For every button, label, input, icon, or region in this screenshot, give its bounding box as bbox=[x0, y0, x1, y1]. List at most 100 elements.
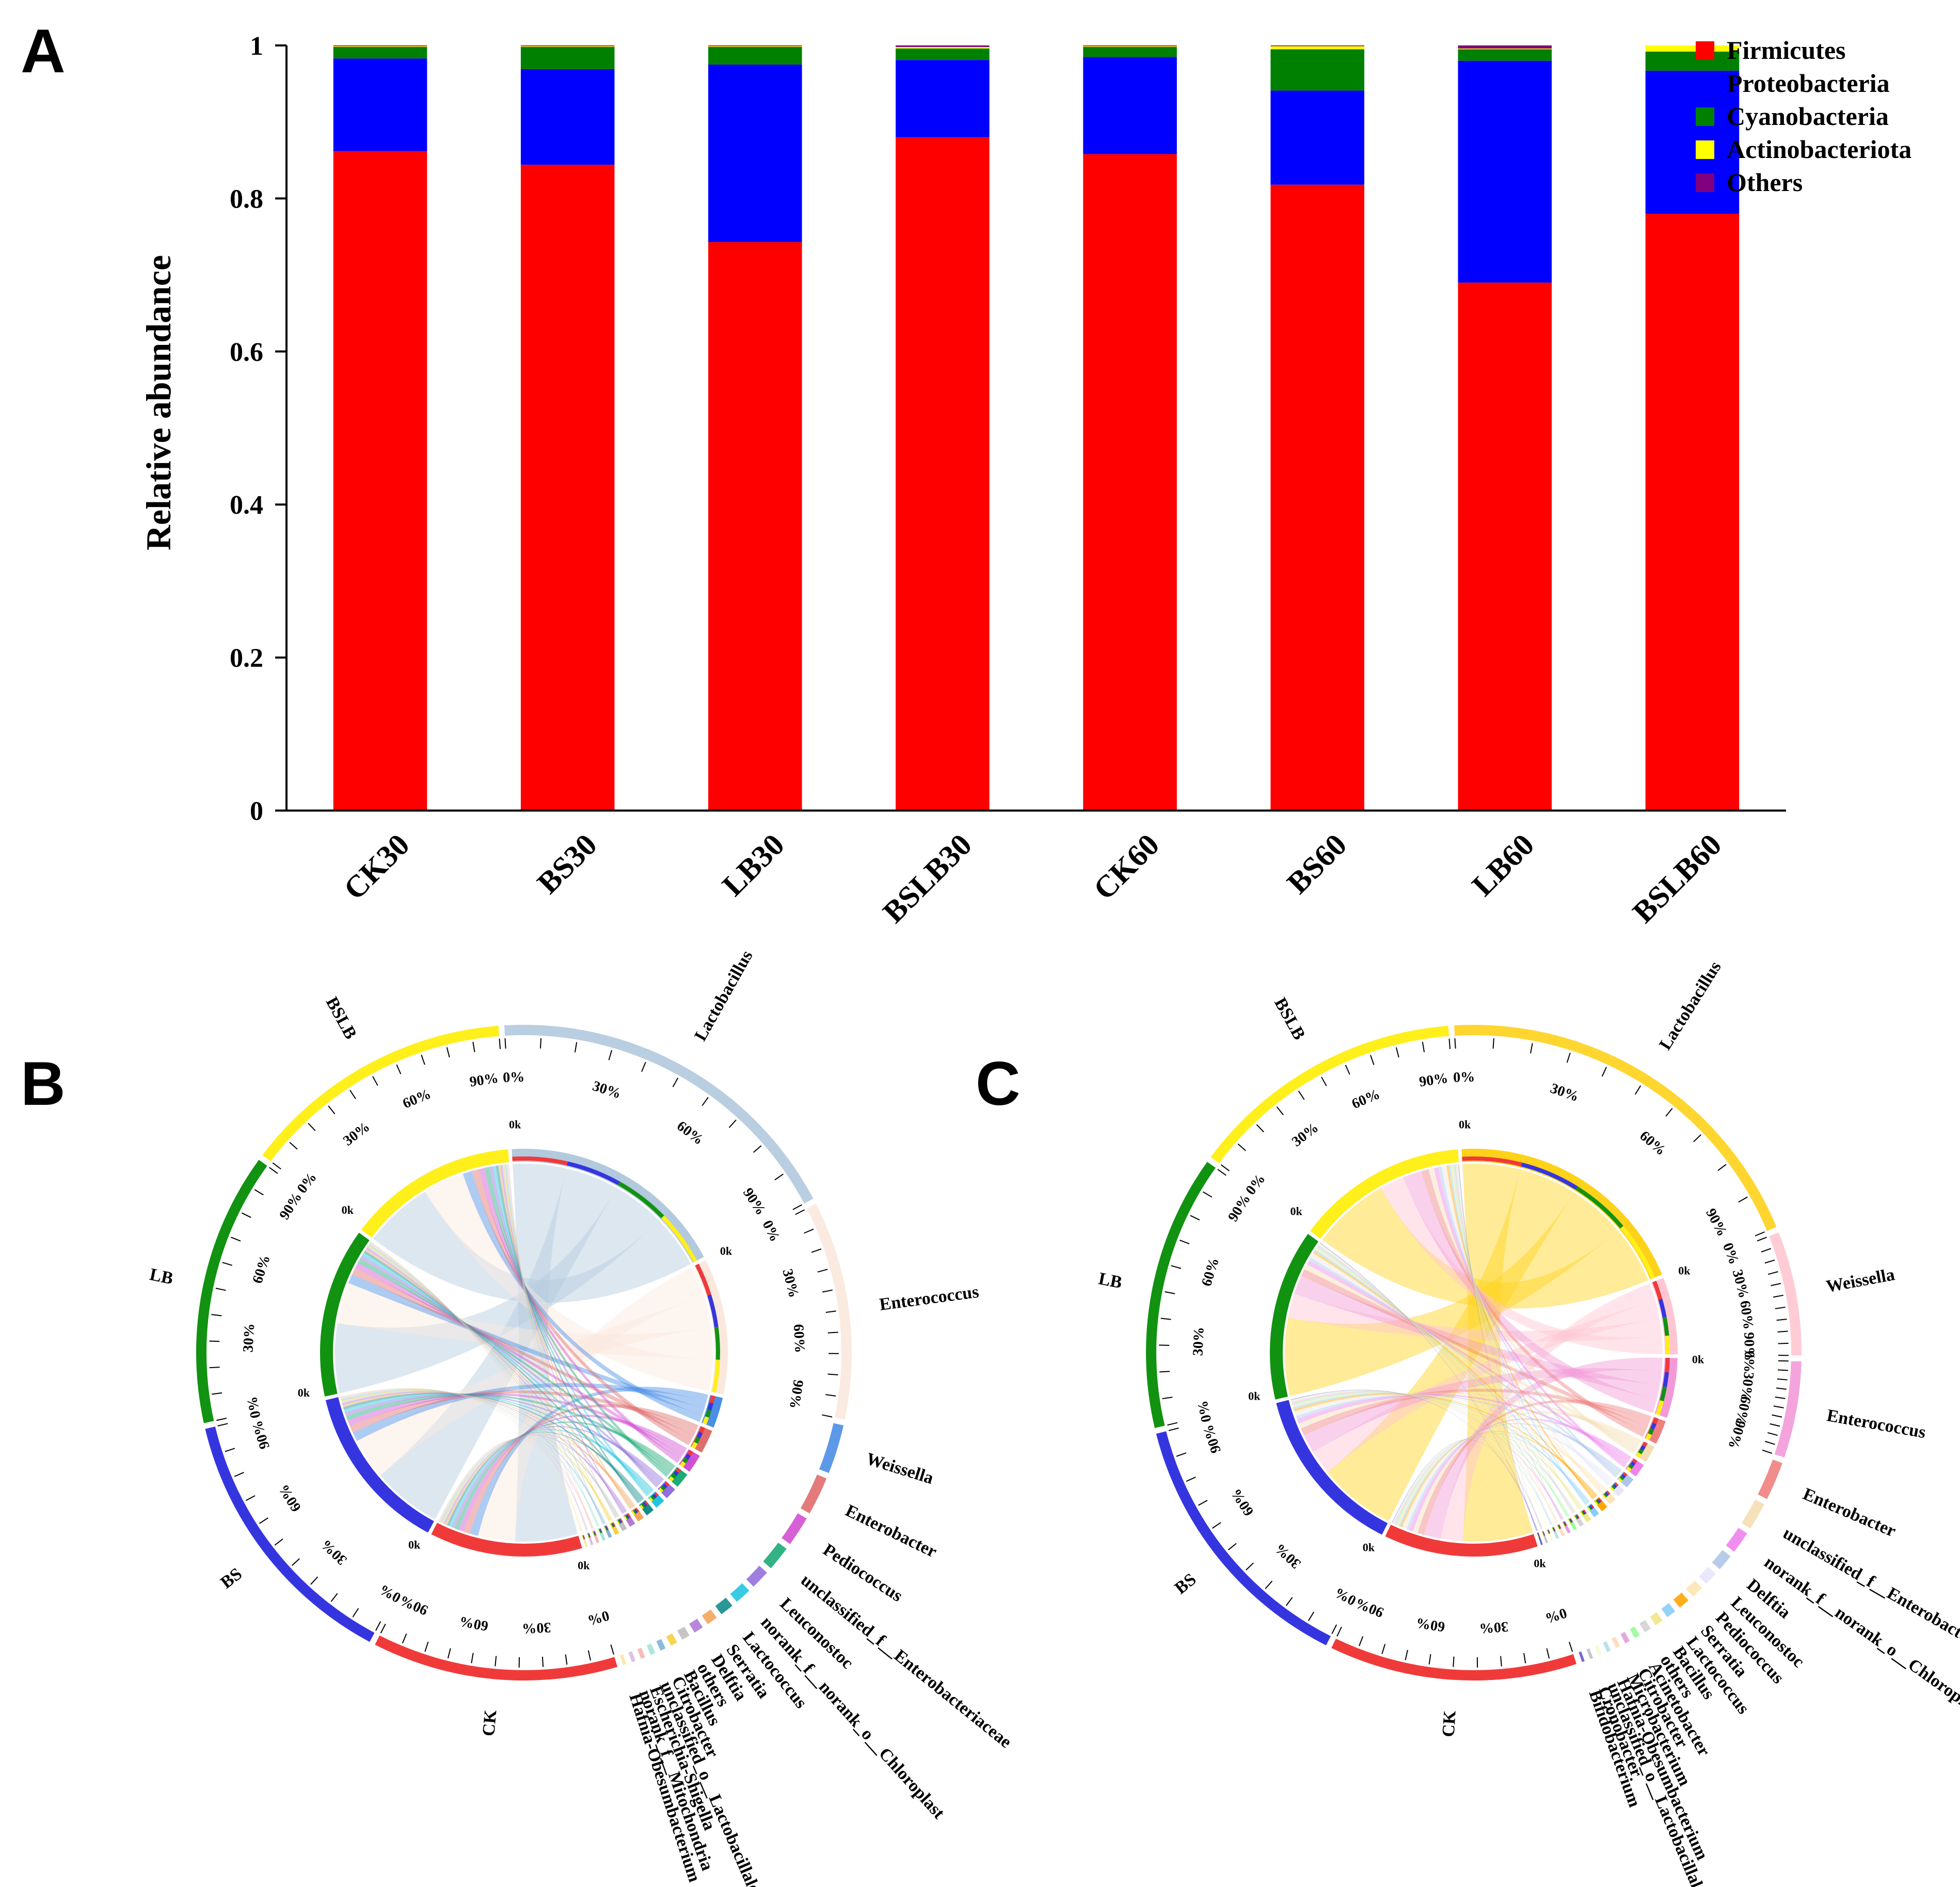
percent-tick-mark bbox=[211, 1314, 222, 1317]
chord-ribbon-enterobacter bbox=[1417, 1400, 1652, 1535]
segment-arc-unclassified_f__enterobacteriaceae bbox=[667, 1467, 688, 1487]
percent-tick-mark bbox=[753, 1145, 762, 1153]
taxon-sample-stripe bbox=[1655, 1400, 1664, 1416]
taxon-sample-stripe bbox=[616, 1520, 620, 1525]
percent-tick-mark bbox=[1190, 1215, 1200, 1220]
percent-tick-label: 0% bbox=[1719, 1241, 1742, 1266]
x-axis-ticks: CK30 BS30 LB30 BSLB30 CK60 BS60 LB60 BSLB60 bbox=[337, 828, 1728, 930]
taxon-sample-stripe bbox=[675, 1467, 681, 1473]
taxon-sample-stripe bbox=[641, 1503, 646, 1508]
taxon-sample-stripe bbox=[619, 1518, 623, 1523]
percent-tick-mark bbox=[1395, 1047, 1399, 1058]
bar-others-bs30 bbox=[520, 45, 615, 46]
y-tick-label: 1 bbox=[250, 31, 263, 61]
taxon-sample-stripe bbox=[691, 1441, 698, 1449]
chord-ribbon-lactobacillus bbox=[513, 1164, 578, 1542]
taxon-sample-stripe bbox=[644, 1501, 649, 1505]
sample-label-ck: CK bbox=[1439, 1710, 1459, 1738]
bar-firmicutes-lb60 bbox=[1458, 282, 1552, 811]
taxon-sample-stripe bbox=[1557, 1525, 1560, 1529]
percent-tick-mark bbox=[608, 1050, 613, 1060]
percent-tick-mark bbox=[1198, 1500, 1208, 1506]
percent-tick-mark bbox=[1370, 1055, 1375, 1065]
bar-proteobacteria-bs30 bbox=[520, 69, 615, 165]
outer-ring-lactobacillus bbox=[504, 1025, 814, 1204]
bar-cyanobacteria-ck60 bbox=[1083, 46, 1177, 57]
chord-ribbon-lactobacillus bbox=[334, 1187, 659, 1393]
taxon-sample-stripe bbox=[1635, 1452, 1642, 1458]
zero-k-label: 0k bbox=[1534, 1557, 1546, 1570]
percent-tick-label: 60% bbox=[1415, 1614, 1446, 1635]
outer-ring-others bbox=[677, 1626, 690, 1640]
legend-label: Firmicutes bbox=[1727, 36, 1845, 65]
chord-ribbon-norank_f__norank_o__chloroplast bbox=[344, 1393, 652, 1494]
taxon-sample-stripe bbox=[1665, 1357, 1670, 1373]
panel-label-c: C bbox=[976, 1049, 1021, 1118]
zero-k-label: 0k bbox=[578, 1559, 590, 1572]
x-tick-label: CK60 bbox=[1087, 828, 1166, 907]
bar-proteobacteria-bs60 bbox=[1270, 90, 1364, 185]
percent-tick-mark bbox=[1757, 1236, 1767, 1242]
percent-tick-mark bbox=[1523, 1653, 1526, 1663]
legend-swatch-actinobacteriota bbox=[1696, 140, 1714, 159]
sample-label-bslb: BSLB bbox=[1270, 994, 1309, 1043]
bar-cyanobacteria-lb60 bbox=[1458, 49, 1552, 61]
outer-ring-lactococcus bbox=[715, 1597, 732, 1614]
chord-ribbons bbox=[1285, 1164, 1663, 1542]
chord-ribbon-hafnia-obesumbacterium bbox=[1393, 1438, 1553, 1525]
chord-ribbon-lactobacillus bbox=[1285, 1192, 1618, 1397]
taxon-sample-stripe bbox=[594, 1531, 597, 1535]
outer-ring-hafnia-obesumbacterium bbox=[1603, 1641, 1611, 1653]
bar-proteobacteria-ck60 bbox=[1083, 57, 1177, 154]
outer-ring-unclassified_o__lactobacillales bbox=[646, 1643, 656, 1655]
taxon-sample-stripe bbox=[684, 1453, 691, 1460]
bar-cyanobacteria-bs60 bbox=[1270, 49, 1364, 91]
percent-tick-mark bbox=[289, 1141, 298, 1150]
outer-ring-escherichia-shigella bbox=[637, 1647, 645, 1659]
percent-tick-label: 90% bbox=[249, 1419, 273, 1451]
outer-ring-ck bbox=[375, 1635, 618, 1680]
taxon-sample-stripe bbox=[1613, 1483, 1617, 1488]
outer-ring-enterobacter bbox=[1758, 1460, 1782, 1499]
zero-k-label: 0k bbox=[1678, 1264, 1691, 1277]
legend-label: Proteobacteria bbox=[1727, 69, 1890, 98]
taxon-sample-stripe bbox=[1538, 1533, 1540, 1537]
percent-tick-mark bbox=[1775, 1306, 1786, 1309]
bar-chart-panel: A Relative abundance 0 0.2 0.4 0.6 0.8 1 CK30… bbox=[21, 17, 1911, 929]
percent-tick-mark bbox=[421, 1054, 425, 1065]
percent-tick-label: 30% bbox=[1548, 1080, 1581, 1105]
percent-tick-mark bbox=[774, 1174, 784, 1181]
bar-firmicutes-bs60 bbox=[1270, 184, 1364, 811]
percent-tick-mark bbox=[380, 1624, 386, 1634]
outer-ring-lactococcus bbox=[1661, 1603, 1676, 1618]
taxon-sample-stripe bbox=[1543, 1531, 1545, 1536]
outer-ring-ck bbox=[1331, 1638, 1577, 1680]
taxon-sample-stripe bbox=[660, 1485, 666, 1491]
percent-tick-label: 90% bbox=[740, 1185, 769, 1218]
percent-tick-mark bbox=[1237, 1143, 1246, 1151]
taxon-sample-stripe bbox=[600, 1528, 603, 1533]
percent-tick-mark bbox=[1336, 1627, 1342, 1637]
taxon-sample-stripe bbox=[1590, 1504, 1595, 1509]
taxon-sample-stripe bbox=[1588, 1505, 1592, 1510]
taxon-sample-stripe bbox=[512, 1156, 568, 1166]
chord-panel-c: C 0%30%60%90%0kLactobacillus0%30%60%90%0… bbox=[976, 958, 1960, 1887]
y-tick-label: 0 bbox=[250, 797, 263, 826]
percent-tick-mark bbox=[702, 1097, 709, 1106]
percent-tick-mark bbox=[1776, 1319, 1787, 1321]
outer-ring-bslb bbox=[1210, 1025, 1449, 1164]
taxon-sample-stripe bbox=[613, 1522, 616, 1527]
percent-tick-mark bbox=[1217, 1169, 1226, 1176]
chord-ribbon-enterococcus bbox=[357, 1296, 711, 1476]
taxon-sample-stripe bbox=[699, 1426, 705, 1434]
percent-tick-label: 0% bbox=[1332, 1584, 1359, 1609]
percent-tick-mark bbox=[728, 1119, 737, 1128]
percent-tick-mark bbox=[472, 1041, 475, 1052]
percent-tick-label: 60% bbox=[1199, 1256, 1222, 1289]
segment-arc-bs bbox=[325, 1397, 434, 1533]
taxon-sample-stripe bbox=[1620, 1226, 1655, 1279]
percent-tick-mark bbox=[216, 1418, 227, 1421]
outer-ring-citrobacter bbox=[656, 1639, 666, 1651]
chord-ribbon-enterobacter bbox=[1300, 1388, 1650, 1436]
taxon-sample-stripe bbox=[1570, 1518, 1573, 1523]
